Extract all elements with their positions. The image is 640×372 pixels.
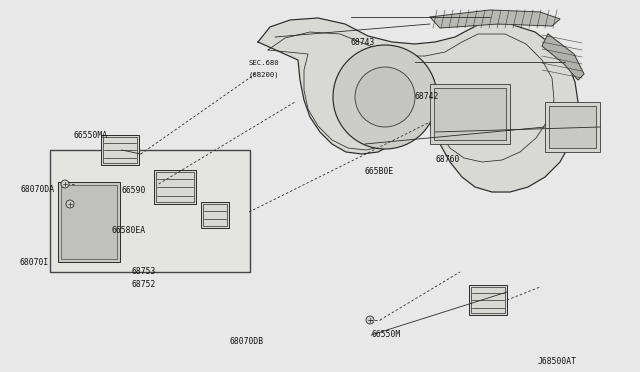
Polygon shape [542, 34, 584, 80]
Bar [101, 135, 139, 165]
Text: 665B0E: 665B0E [365, 167, 394, 176]
Bar [50, 150, 250, 272]
Text: 68753: 68753 [131, 267, 156, 276]
Text: 66550MA: 66550MA [74, 131, 108, 140]
Bar [58, 182, 120, 262]
Text: 68070DA: 68070DA [20, 185, 54, 194]
Polygon shape [258, 18, 578, 192]
Bar [154, 170, 196, 204]
Text: 66590: 66590 [122, 186, 146, 195]
Bar [203, 204, 227, 226]
Bar [471, 287, 505, 313]
Text: 68760: 68760 [435, 155, 460, 164]
Circle shape [61, 180, 69, 188]
Text: (68200): (68200) [248, 71, 279, 78]
Text: 68070I: 68070I [19, 258, 49, 267]
Bar [156, 172, 194, 202]
Text: 66580EA: 66580EA [112, 226, 146, 235]
Text: SEC.680: SEC.680 [248, 60, 279, 66]
Bar [61, 185, 117, 259]
Bar [545, 102, 600, 152]
Bar [469, 285, 507, 315]
Text: 68070DB: 68070DB [229, 337, 263, 346]
Bar [430, 84, 510, 144]
Bar [201, 202, 229, 228]
Circle shape [355, 67, 415, 127]
Circle shape [366, 316, 374, 324]
Polygon shape [430, 10, 560, 28]
Circle shape [66, 200, 74, 208]
Circle shape [333, 45, 437, 149]
Text: J68500AT: J68500AT [538, 357, 577, 366]
Bar [549, 106, 596, 148]
Text: 68743: 68743 [351, 38, 375, 47]
Text: 68752: 68752 [131, 280, 156, 289]
Bar [434, 88, 506, 140]
Text: 68742: 68742 [415, 92, 439, 101]
Bar [103, 137, 137, 163]
Text: 66550M: 66550M [371, 330, 401, 339]
